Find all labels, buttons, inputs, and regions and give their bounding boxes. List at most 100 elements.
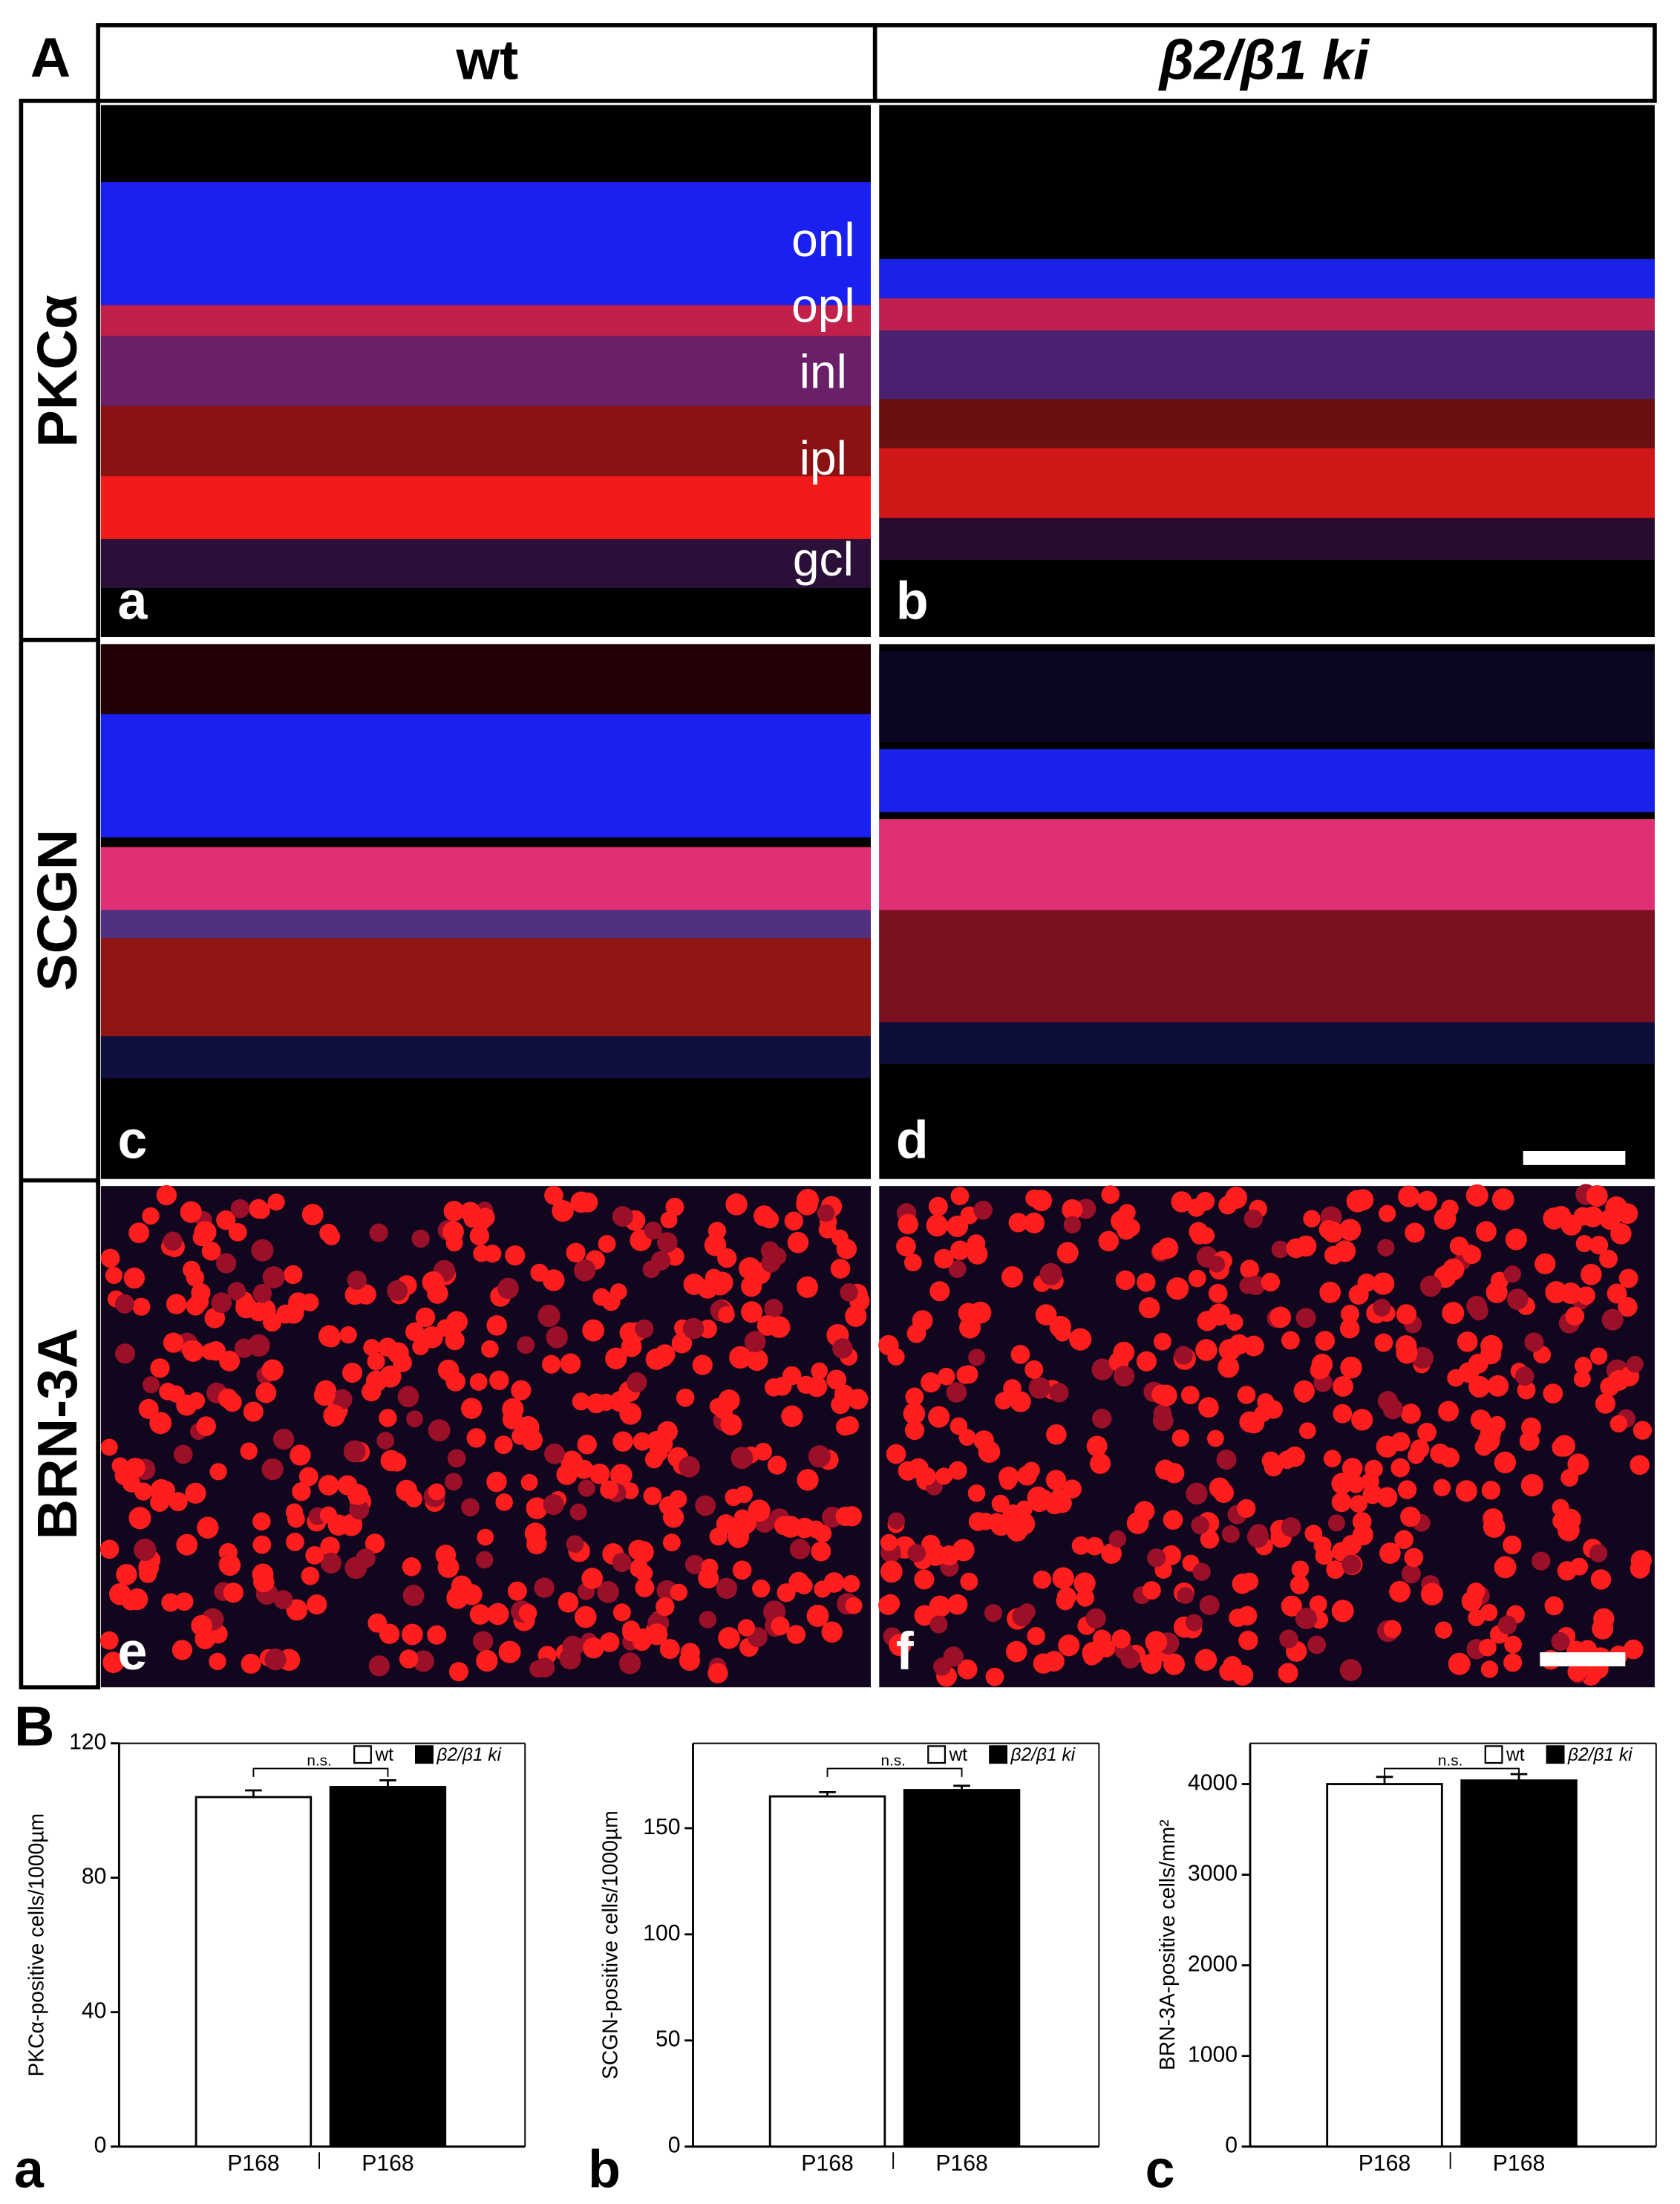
cell-nucleus <box>1157 1237 1179 1259</box>
cell-nucleus <box>1071 1536 1091 1555</box>
cell-nucleus <box>1195 1339 1217 1361</box>
cell-nucleus <box>729 1346 752 1369</box>
x-tick-label: P168 <box>227 2151 279 2176</box>
cell-nucleus <box>1076 1588 1094 1607</box>
panel-letter: d <box>896 1110 929 1170</box>
cell-nucleus <box>461 1498 480 1517</box>
cell-nucleus <box>1286 1238 1307 1259</box>
cell-nucleus <box>635 1319 654 1339</box>
cell-nucleus <box>1062 1479 1082 1499</box>
cell-nucleus <box>534 1577 555 1598</box>
cell-nucleus <box>583 1637 604 1659</box>
cell-nucleus <box>437 1359 460 1381</box>
cell-nucleus <box>574 1459 594 1479</box>
cell-nucleus <box>1126 1512 1149 1534</box>
cell-nucleus <box>1111 1629 1131 1649</box>
cell-nucleus <box>679 1455 700 1478</box>
cell-nucleus <box>507 1581 527 1601</box>
cell-nucleus <box>502 1409 523 1429</box>
cell-nucleus <box>486 1471 507 1493</box>
error-bar <box>819 1790 836 1797</box>
y-tick-label: 2000 <box>1188 1952 1238 1977</box>
cell-nucleus <box>197 1516 219 1539</box>
panel-letter: c <box>118 1110 148 1170</box>
cell-nucleus <box>1491 1188 1514 1210</box>
cell-nucleus <box>566 1242 586 1262</box>
cell-nucleus <box>1086 1435 1108 1457</box>
cell-nucleus <box>789 1539 811 1559</box>
row-label: SCGN <box>26 829 88 991</box>
cell-nucleus <box>1377 1391 1398 1412</box>
cell-nucleus <box>646 1430 667 1452</box>
cell-nucleus <box>347 1270 367 1290</box>
cell-nucleus <box>387 1342 409 1364</box>
cell-nucleus <box>1045 1494 1065 1515</box>
cell-nucleus <box>344 1285 365 1305</box>
cell-nucleus <box>240 1442 258 1460</box>
cell-nucleus <box>445 1473 463 1491</box>
cell-nucleus <box>379 1365 402 1388</box>
cell-nucleus <box>537 1304 560 1328</box>
cell-nucleus <box>669 1490 687 1509</box>
cell-nucleus <box>412 1650 434 1672</box>
tissue-layer <box>879 258 1655 299</box>
cell-nucleus <box>472 1631 494 1652</box>
cell-nucleus <box>1044 1651 1065 1672</box>
charts: 0 40 80 120 PKCα-positive cells/1000µm a P168 w… <box>14 1730 1657 2199</box>
cell-nucleus <box>469 1373 488 1391</box>
cell-nucleus <box>907 1544 926 1562</box>
cell-nucleus <box>343 1440 366 1463</box>
cell-nucleus <box>1630 1455 1650 1476</box>
cell-nucleus <box>114 1343 135 1364</box>
cell-nucleus <box>1419 1275 1442 1297</box>
cell-nucleus <box>656 1597 675 1617</box>
cell-nucleus <box>1315 1331 1336 1351</box>
cell-nucleus <box>888 1512 906 1530</box>
cell-nucleus <box>1191 1516 1209 1535</box>
x-tick-label: P168 <box>801 2151 853 2176</box>
cell-nucleus <box>427 1282 448 1304</box>
cell-nucleus <box>1331 1473 1353 1495</box>
cell-nucleus <box>475 1551 494 1569</box>
cell-nucleus <box>1049 1383 1069 1403</box>
cell-nucleus <box>1434 1621 1453 1639</box>
x-tick-label: P168 <box>1493 2151 1545 2176</box>
cell-nucleus <box>1570 1557 1589 1576</box>
y-tick-label: 0 <box>1225 2133 1238 2158</box>
cell-nucleus <box>138 1565 157 1583</box>
cell-nucleus <box>950 1187 970 1206</box>
cell-nucleus <box>787 1231 809 1253</box>
cell-nucleus <box>797 1375 815 1394</box>
tissue-layer <box>100 910 871 939</box>
cell-nucleus <box>543 1494 564 1516</box>
cell-nucleus <box>1206 1429 1224 1447</box>
cell-nucleus <box>445 1331 465 1351</box>
cell-nucleus <box>544 1443 565 1464</box>
cell-nucleus <box>138 1398 159 1419</box>
cell-nucleus <box>1213 1483 1234 1503</box>
cell-nucleus <box>415 1307 436 1328</box>
legend-label: β2/β1 ki <box>436 1745 501 1765</box>
legend-swatch <box>1546 1745 1565 1764</box>
cell-nucleus <box>1137 1273 1156 1292</box>
cell-nucleus <box>957 1659 978 1680</box>
cell-nucleus <box>699 1611 717 1628</box>
cell-nucleus <box>461 1584 483 1605</box>
cell-nucleus <box>1291 1560 1310 1578</box>
cell-nucleus <box>840 1283 858 1302</box>
cell-nucleus <box>960 1572 978 1591</box>
cell-nucleus <box>1605 1196 1628 1219</box>
cell-nucleus <box>301 1566 320 1585</box>
cell-nucleus <box>991 1494 1010 1513</box>
cell-nucleus <box>437 1556 460 1578</box>
panel-letter: a <box>14 2139 45 2199</box>
tissue-layer <box>879 651 1655 743</box>
cell-nucleus <box>577 1435 597 1455</box>
cell-nucleus <box>327 1514 350 1536</box>
cell-nucleus <box>114 1294 134 1314</box>
cell-nucleus <box>1069 1328 1092 1351</box>
cell-nucleus <box>320 1552 341 1574</box>
cell-nucleus <box>376 1432 394 1450</box>
cell-nucleus <box>1575 1235 1593 1253</box>
cell-nucleus <box>1494 1556 1517 1579</box>
